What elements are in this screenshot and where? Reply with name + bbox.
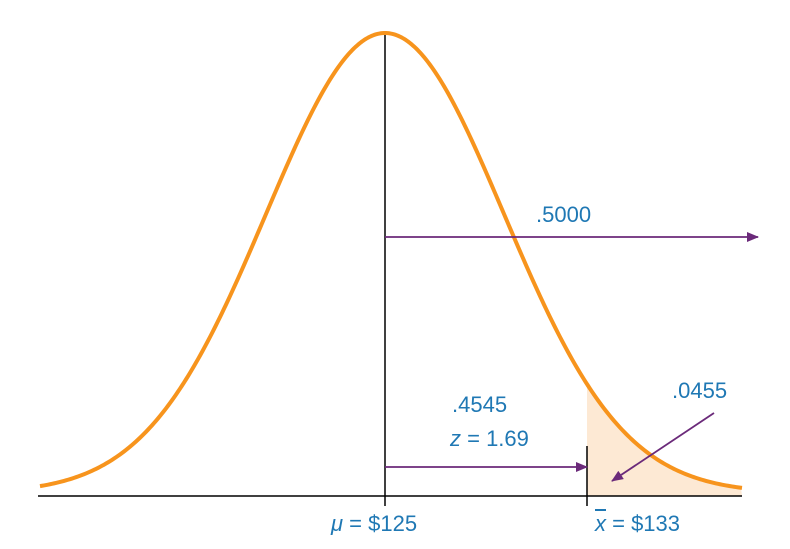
z-value: = 1.69 [461,426,529,451]
mean-label: μ = $125 [331,513,417,535]
tail-area-shading [587,384,742,496]
normal-curve [39,31,743,490]
sample-mean-value: = $133 [606,511,681,536]
middle-area-label: .4545 [452,392,508,417]
xbar-symbol: x [595,511,606,536]
tail-area-arrow [611,412,715,482]
tail-area-label: .0455 [672,378,728,403]
z-score-label: z = 1.69 [450,428,529,450]
mean-value: = $125 [343,511,418,536]
mu-symbol: μ [331,511,344,536]
sample-mean-label: x = $133 [595,513,680,535]
z-variable: z [450,426,461,451]
right-half-area-label: .5000 [536,202,592,227]
